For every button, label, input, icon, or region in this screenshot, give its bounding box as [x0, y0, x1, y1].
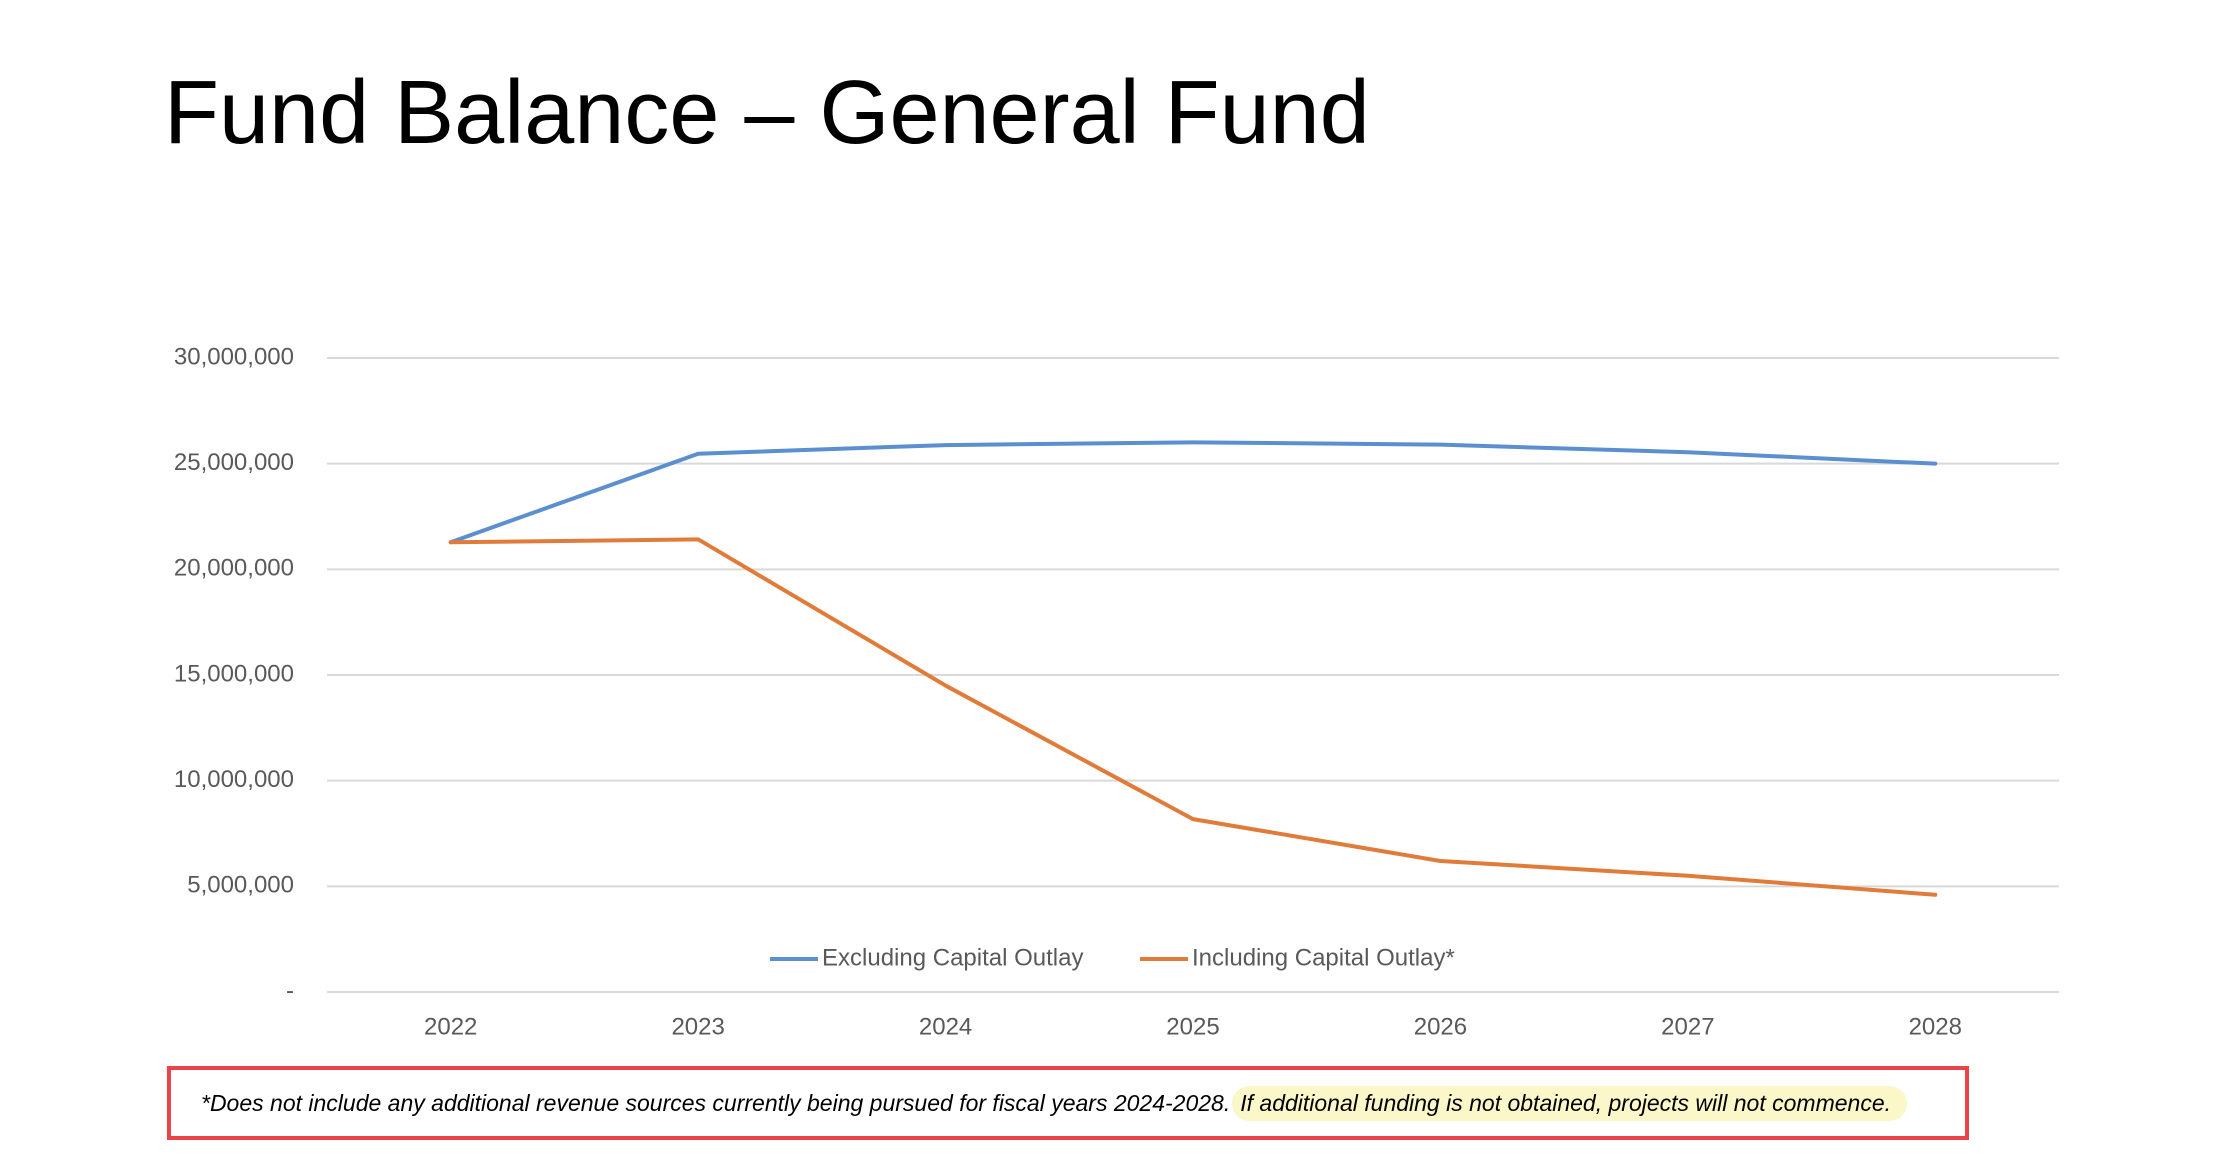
footnote-text: *Does not include any additional revenue… [201, 1089, 1231, 1116]
x-tick-label: 2024 [919, 1013, 972, 1040]
x-tick-label: 2027 [1661, 1013, 1714, 1040]
y-tick-label: 10,000,000 [174, 766, 294, 793]
chart-title: Fund Balance – General Fund [164, 63, 1370, 163]
x-tick-label: 2028 [1909, 1013, 1962, 1040]
x-tick-label: 2023 [671, 1013, 724, 1040]
series-line [448, 537, 1938, 897]
y-tick-label: 5,000,000 [187, 872, 294, 899]
y-tick-label: 20,000,000 [174, 555, 294, 582]
legend-label: Including Capital Outlay* [1192, 944, 1455, 971]
y-tick-label: - [286, 977, 294, 1004]
x-tick-label: 2025 [1166, 1013, 1219, 1040]
series-line [448, 440, 1938, 545]
legend-label: Excluding Capital Outlay [822, 944, 1083, 971]
chart: Fund Balance – General Fund - 5,000,000 10… [164, 63, 2059, 1040]
x-tick-label: 2026 [1414, 1013, 1467, 1040]
y-tick-label: 30,000,000 [174, 343, 294, 370]
y-tick-label: 25,000,000 [174, 449, 294, 476]
footnote-highlight: If additional funding is not obtained, p… [1232, 1085, 1907, 1121]
x-tick-label: 2022 [424, 1013, 477, 1040]
footnote-box: *Does not include any additional revenue… [167, 1066, 1969, 1140]
y-tick-label: 15,000,000 [174, 660, 294, 687]
